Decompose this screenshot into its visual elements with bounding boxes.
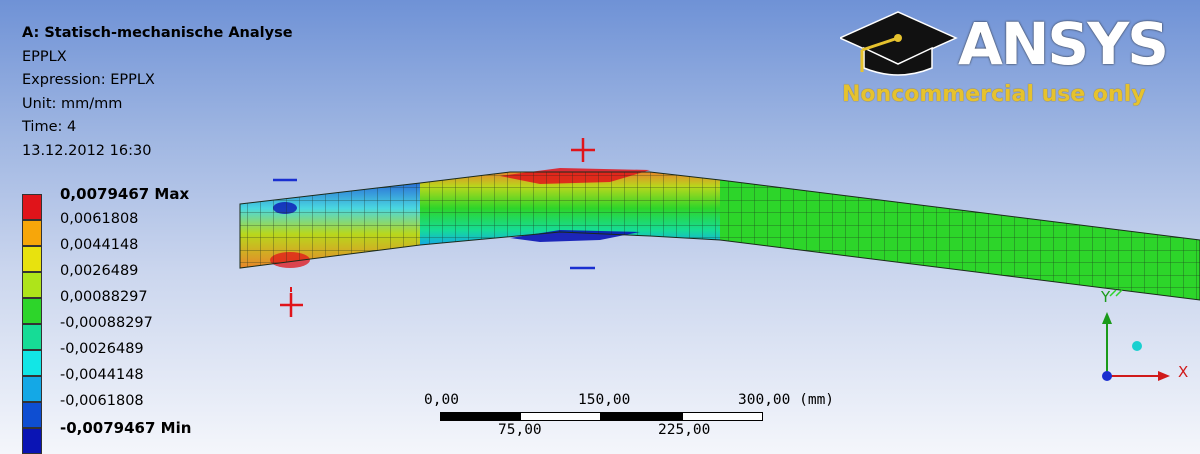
legend-swatch: [22, 272, 42, 298]
beam-mesh[interactable]: [239, 168, 1200, 301]
result-name: EPPLX: [22, 48, 67, 65]
result-date: 13.12.2012 16:30: [22, 142, 152, 159]
y-axis-label: Y: [1101, 288, 1111, 306]
support-mark: [1109, 289, 1123, 297]
logo-brand-text: ANSYS: [958, 10, 1169, 78]
graduation-cap-icon: [840, 11, 958, 76]
axis-triad[interactable]: [1102, 312, 1170, 381]
result-expression: Expression: EPPLX: [22, 72, 155, 88]
legend-label: -0,0044148: [60, 367, 144, 383]
legend-label: -0,0079467 Min: [60, 419, 192, 437]
logo-noncommercial-note: Noncommercial use only: [842, 82, 1146, 107]
legend-label: 0,0061808: [60, 211, 139, 227]
scale-label-225: 225,00: [658, 422, 711, 438]
legend-swatch: [22, 246, 42, 272]
legend-label: -0,00088297: [60, 315, 153, 331]
scale-label-150: 150,00: [578, 392, 631, 408]
scale-segment-1: [440, 412, 520, 421]
legend-label: -0,0026489: [60, 341, 144, 357]
scale-label-0: 0,00: [424, 392, 459, 408]
legend-label: 0,00088297: [60, 289, 148, 305]
scale-bar: 0,00 150,00 300,00 (mm) 75,00 225,00: [420, 392, 860, 442]
legend-swatch: [22, 350, 42, 376]
probe-plus-top: [571, 138, 595, 162]
analysis-title: A: Statisch-mechanische Analyse: [22, 25, 293, 41]
probe-plus-left: [280, 287, 303, 317]
legend-swatch: [22, 324, 42, 350]
legend-label: 0,0044148: [60, 237, 139, 253]
legend-swatch: [22, 194, 42, 220]
scale-label-75: 75,00: [498, 422, 542, 438]
scale-segment-4: [682, 412, 763, 421]
legend-label: 0,0026489: [60, 263, 139, 279]
result-time: Time: 4: [22, 119, 77, 135]
x-axis-label: X: [1178, 363, 1189, 381]
scale-segment-3: [601, 412, 682, 421]
result-unit: Unit: mm/mm: [22, 95, 123, 112]
legend-swatch: [22, 402, 42, 428]
legend-swatch: [22, 298, 42, 324]
result-info: A: Statisch-mechanische Analyse EPPLX Ex…: [22, 22, 293, 163]
ansys-logo: ANSYS Noncommercial use only: [840, 10, 1180, 110]
scale-segment-2: [520, 412, 601, 421]
scale-label-300: 300,00 (mm): [738, 392, 835, 408]
legend-swatch: [22, 220, 42, 246]
legend-label: -0,0061808: [60, 393, 144, 409]
legend-label: 0,0079467 Max: [60, 185, 190, 203]
legend-swatch: [22, 376, 42, 402]
